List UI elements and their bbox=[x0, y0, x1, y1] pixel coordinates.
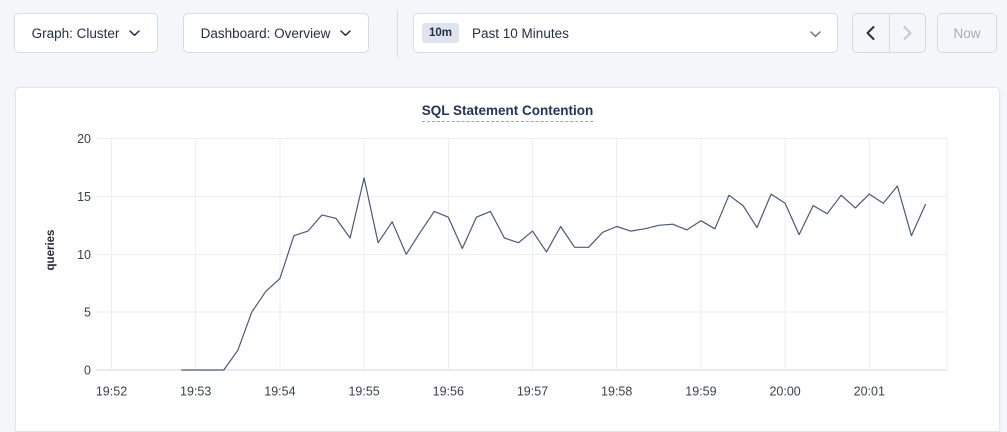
top-toolbar: Graph: Cluster Dashboard: Overview 10m P… bbox=[0, 0, 1007, 68]
svg-text:15: 15 bbox=[77, 190, 91, 204]
chevron-down-icon bbox=[129, 29, 141, 36]
dashboard-dropdown-label: Dashboard: Overview bbox=[200, 25, 331, 41]
dashboard-dropdown[interactable]: Dashboard: Overview bbox=[183, 13, 369, 53]
chevron-right-icon bbox=[903, 26, 912, 40]
graph-dropdown[interactable]: Graph: Cluster bbox=[14, 13, 158, 53]
svg-text:20:00: 20:00 bbox=[769, 385, 800, 399]
graph-dropdown-label: Graph: Cluster bbox=[31, 25, 120, 41]
chevron-left-icon bbox=[866, 26, 875, 40]
svg-text:19:53: 19:53 bbox=[180, 385, 211, 399]
svg-text:19:56: 19:56 bbox=[433, 385, 464, 399]
time-range-label: Past 10 Minutes bbox=[472, 25, 569, 41]
svg-text:19:59: 19:59 bbox=[685, 385, 716, 399]
chevron-down-icon bbox=[810, 31, 821, 38]
svg-text:10: 10 bbox=[77, 248, 91, 262]
sql-statement-contention-card: SQL Statement Contention queries 0 5 10 15 2… bbox=[15, 87, 1000, 432]
svg-text:5: 5 bbox=[84, 306, 91, 320]
svg-text:0: 0 bbox=[84, 364, 91, 378]
previous-time-range-button[interactable] bbox=[853, 14, 889, 52]
svg-text:20: 20 bbox=[77, 132, 91, 146]
chart-title[interactable]: SQL Statement Contention bbox=[421, 103, 594, 122]
svg-text:19:54: 19:54 bbox=[264, 385, 295, 399]
svg-text:19:52: 19:52 bbox=[96, 385, 127, 399]
svg-text:19:58: 19:58 bbox=[601, 385, 632, 399]
svg-text:20:01: 20:01 bbox=[854, 385, 885, 399]
contention-line-chart[interactable]: 0 5 10 15 20 19:52 19:53 19:54 19:55 19:56 19:57 19… bbox=[16, 88, 1001, 432]
svg-text:19:57: 19:57 bbox=[517, 385, 548, 399]
svg-text:19:55: 19:55 bbox=[348, 385, 379, 399]
toolbar-divider bbox=[397, 10, 398, 57]
now-button-label: Now bbox=[953, 25, 981, 41]
next-time-range-button[interactable] bbox=[888, 14, 926, 52]
time-range-dropdown[interactable]: 10m Past 10 Minutes bbox=[413, 13, 838, 53]
now-button[interactable]: Now bbox=[937, 13, 997, 53]
chevron-down-icon bbox=[340, 29, 352, 36]
y-axis-label: queries bbox=[45, 229, 57, 271]
time-range-badge: 10m bbox=[422, 23, 460, 43]
time-range-arrows bbox=[852, 13, 926, 53]
